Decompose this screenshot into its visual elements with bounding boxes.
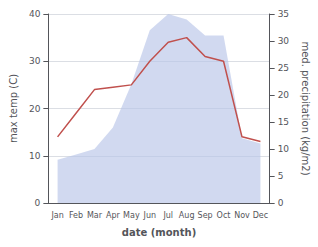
svg-text:20: 20 [29,104,41,114]
svg-text:Feb: Feb [69,211,83,220]
svg-text:25: 25 [278,63,289,73]
svg-text:20: 20 [278,90,290,100]
svg-text:Mar: Mar [87,211,103,220]
svg-text:Aug: Aug [179,211,195,220]
svg-text:10: 10 [29,151,41,161]
svg-text:15: 15 [278,117,289,127]
svg-text:May: May [123,211,140,220]
svg-text:Dec: Dec [253,211,268,220]
svg-text:30: 30 [29,56,41,66]
svg-text:Sep: Sep [198,211,213,220]
svg-text:30: 30 [278,36,290,46]
svg-text:Jul: Jul [162,211,173,220]
svg-text:Jun: Jun [143,211,157,220]
svg-text:Nov: Nov [234,211,250,220]
svg-text:date (month): date (month) [122,227,196,238]
svg-text:max temp (C): max temp (C) [8,74,19,143]
svg-text:35: 35 [278,9,289,19]
svg-text:40: 40 [29,9,41,19]
svg-text:5: 5 [278,171,284,181]
svg-text:Apr: Apr [106,211,121,220]
svg-text:Jan: Jan [50,211,63,220]
svg-text:med. precipitation (kg/m2): med. precipitation (kg/m2) [300,41,311,175]
svg-text:Oct: Oct [217,211,231,220]
svg-text:0: 0 [278,198,284,208]
svg-text:10: 10 [278,144,290,154]
svg-text:0: 0 [35,198,41,208]
